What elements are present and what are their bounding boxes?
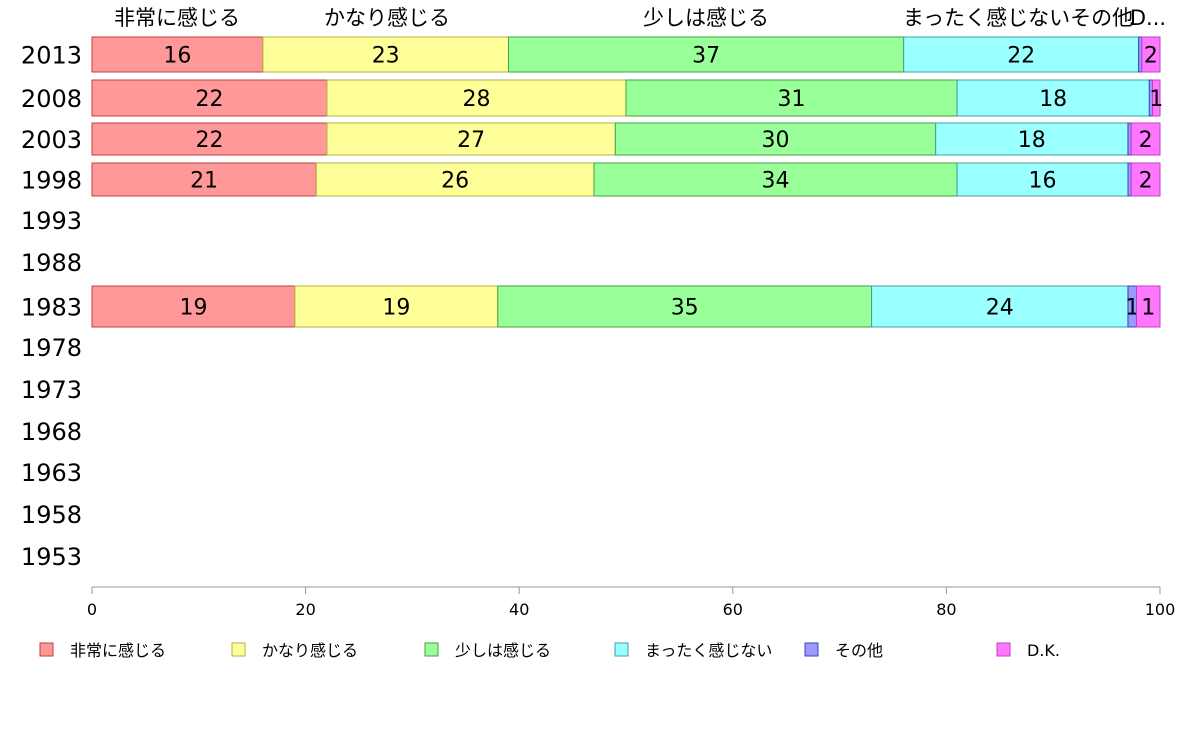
bar-segment (871, 285, 1129, 328)
legend-label: 非常に感じる (70, 641, 166, 660)
year-label: 2013 (21, 42, 82, 70)
top-category-label: まったく感じないその他 (903, 6, 1133, 30)
data-label: 31 (778, 87, 806, 112)
data-label: 22 (196, 128, 224, 153)
legend-label: D.K. (1027, 641, 1060, 660)
x-tick-label: 100 (1145, 600, 1176, 619)
bar-segment (614, 122, 937, 156)
legend-label: まったく感じない (645, 641, 772, 660)
bar-segment (956, 79, 1150, 117)
bar-segment (625, 79, 958, 117)
legend-swatch (39, 642, 54, 657)
data-label: 1 (1149, 87, 1163, 112)
top-category-label: 少しは感じる (643, 6, 769, 30)
x-tick-label: 80 (936, 600, 956, 619)
bar-segment (1130, 122, 1161, 156)
bar-segment (315, 162, 595, 197)
top-category-label: 非常に感じる (114, 6, 240, 30)
data-label: 23 (372, 44, 400, 69)
bar-segment (294, 285, 499, 328)
data-label: 37 (692, 44, 720, 69)
data-label: 18 (1018, 128, 1046, 153)
top-category-label: かなり感じる (324, 6, 450, 30)
bar-segment (497, 285, 873, 328)
year-label: 1978 (21, 334, 82, 362)
bar-segment (956, 162, 1129, 197)
data-label: 19 (382, 296, 410, 321)
data-label: 19 (180, 296, 208, 321)
legend-label: その他 (835, 641, 883, 660)
bar-segment (91, 162, 317, 197)
year-label: 2008 (21, 85, 82, 113)
year-label: 1993 (21, 207, 82, 235)
data-label: 18 (1039, 87, 1067, 112)
x-tick-label: 60 (723, 600, 743, 619)
data-label: 2 (1139, 128, 1153, 153)
bar-segment (1152, 79, 1161, 117)
bar-segment (326, 79, 627, 117)
data-label: 2 (1144, 44, 1158, 69)
year-label: 1988 (21, 249, 82, 277)
bar-segment (91, 36, 264, 73)
data-label: 21 (190, 169, 218, 194)
data-label: 2 (1139, 169, 1153, 194)
year-label: 2003 (21, 126, 82, 154)
year-label: 1953 (21, 543, 82, 571)
year-label: 1963 (21, 459, 82, 487)
year-label: 1983 (21, 294, 82, 322)
bar-segment (1130, 162, 1161, 197)
year-label: 1973 (21, 376, 82, 404)
data-label: 26 (441, 169, 469, 194)
bar-segment (91, 285, 296, 328)
x-tick-label: 40 (509, 600, 529, 619)
data-label: 22 (196, 87, 224, 112)
data-label: 35 (671, 296, 699, 321)
legend: 非常に感じる かなり感じる 少しは感じる まったく感じない その他 D.K. (39, 641, 1060, 660)
data-label: 1 (1141, 296, 1155, 321)
year-label: 1958 (21, 501, 82, 529)
data-label: 22 (1007, 44, 1035, 69)
bar-segment (1136, 285, 1161, 328)
data-label: 24 (986, 296, 1014, 321)
data-label: 28 (463, 87, 491, 112)
legend-swatch (231, 642, 246, 657)
legend-label: 少しは感じる (455, 641, 551, 660)
top-category-label: D... (1130, 6, 1166, 30)
legend-swatch (614, 642, 629, 657)
bar-segment (1141, 36, 1161, 73)
bar-segment (91, 79, 328, 117)
bar-segment (91, 122, 328, 156)
data-label: 27 (457, 128, 485, 153)
year-label: 1968 (21, 418, 82, 446)
x-tick-label: 0 (87, 600, 97, 619)
bar-segment (262, 36, 509, 73)
legend-swatch (804, 642, 819, 657)
legend-swatch (996, 642, 1011, 657)
legend-swatch (424, 642, 439, 657)
top-labels: 非常に感じる かなり感じる 少しは感じる まったく感じないその他D... (114, 6, 1166, 30)
data-label: 34 (762, 169, 790, 194)
bar-segment (935, 122, 1129, 156)
x-axis: 0 20 40 60 80 100 (87, 586, 1176, 619)
data-label: 16 (1029, 169, 1057, 194)
data-label: 1 (1125, 296, 1139, 321)
bar-segment (508, 36, 905, 73)
data-label: 30 (762, 128, 790, 153)
bars: 16 23 37 22 222 28 31 18 122 27 30 18 221 26 34 16 219 19… (91, 36, 1163, 328)
data-label: 16 (163, 44, 191, 69)
y-axis-labels: 2013 2008 2003 1998 1993 1988 1983 1978 1973 1968… (21, 42, 82, 572)
year-label: 1998 (21, 167, 82, 195)
bar-segment (593, 162, 958, 197)
x-tick-label: 20 (295, 600, 315, 619)
legend-label: かなり感じる (262, 641, 358, 660)
